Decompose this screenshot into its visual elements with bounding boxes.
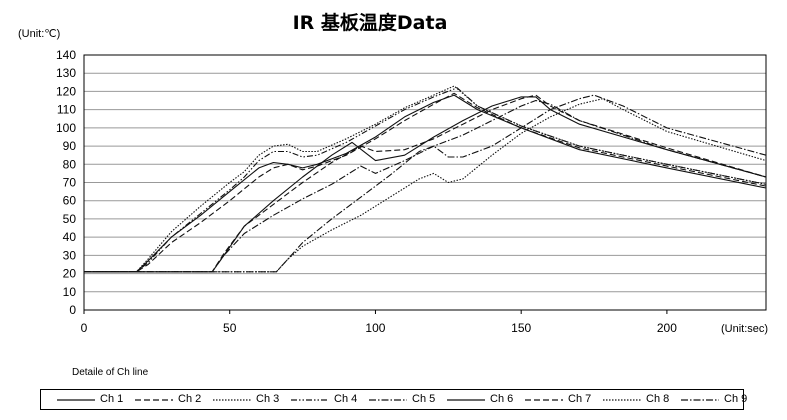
y-tick-label: 50 [63,212,77,226]
y-tick-label: 90 [63,139,77,153]
legend: Ch 1 Ch 2 Ch 3 Ch 4 Ch 5 Ch 6 Ch 7 Ch 8 Ch 9 [40,389,747,410]
legend-label: Ch 8 [646,393,670,405]
legend-item: Ch 2 [133,390,211,409]
grid-lines [84,54,766,311]
x-tick-label: 50 [223,321,237,335]
y-axis-unit-label: (Unit:℃) [18,28,61,40]
legend-line-swatch [291,399,329,401]
legend-label: Ch 5 [412,393,436,405]
legend-line-swatch [447,399,485,401]
chart-title: IR 基板温度Data [292,12,448,34]
legend-line-swatch [681,399,719,401]
x-tick-label: 200 [657,321,677,335]
plot-area [83,54,767,311]
legend-item: Ch 9 [679,390,757,409]
series-line-ch7 [84,94,767,273]
x-axis-unit-label: (Unit:sec) [721,323,769,335]
legend-label: Ch 4 [334,393,358,405]
series-line-ch6 [84,96,767,273]
y-tick-label: 10 [63,285,77,299]
x-axis: 0 50 100 150 200 [81,310,677,335]
y-tick-label: 40 [63,230,77,244]
y-tick-label: 130 [56,66,76,80]
legend-line-swatch [603,399,641,401]
legend-label: Ch 9 [724,393,748,405]
legend-item: Ch 3 [211,390,289,409]
legend-heading: Detaile of Ch line [72,367,149,378]
y-tick-label: 0 [69,303,76,317]
series-line-ch5 [84,99,767,273]
y-tick-label: 100 [56,121,76,135]
legend-line-swatch [525,399,563,401]
y-tick-label: 120 [56,84,76,98]
y-tick-label: 70 [63,176,77,190]
series-line-ch9 [84,94,767,273]
legend-label: Ch 6 [490,393,514,405]
legend-label: Ch 1 [100,393,124,405]
y-axis: 0 10 20 30 40 50 60 70 80 90 100 110 120 130 140 [56,48,76,317]
legend-label: Ch 7 [568,393,592,405]
legend-item: Ch 6 [445,390,523,409]
series-line-ch3 [84,85,767,273]
y-tick-label: 60 [63,194,77,208]
y-tick-label: 20 [63,267,77,281]
y-tick-label: 80 [63,157,77,171]
legend-line-swatch [213,399,251,401]
legend-line-swatch [57,399,95,401]
y-tick-label: 30 [63,248,77,262]
legend-label: Ch 2 [178,393,202,405]
legend-line-swatch [135,399,173,401]
y-tick-label: 140 [56,48,76,62]
x-tick-label: 100 [365,321,385,335]
series-line-ch4 [84,87,767,273]
y-tick-label: 110 [57,103,76,117]
series-line-ch8 [84,98,767,273]
legend-item: Ch 1 [55,390,133,409]
legend-item: Ch 8 [601,390,679,409]
x-tick-label: 150 [511,321,531,335]
legend-item: Ch 4 [289,390,367,409]
x-tick-label: 0 [81,321,88,335]
legend-item: Ch 7 [523,390,601,409]
legend-line-swatch [369,399,407,401]
series-line-ch1 [84,94,767,273]
legend-label: Ch 3 [256,393,280,405]
series-lines [84,85,767,273]
legend-item: Ch 5 [367,390,445,409]
